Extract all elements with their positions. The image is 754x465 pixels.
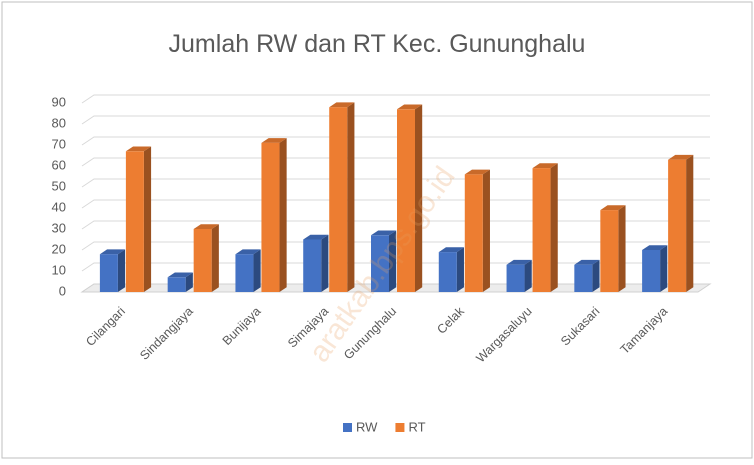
legend-label: RT [408, 419, 425, 434]
bar-side [117, 249, 126, 292]
legend-label: RW [356, 419, 378, 434]
bar-side [415, 104, 423, 292]
bar-top [464, 169, 490, 175]
bar-side [524, 259, 532, 292]
bar-side [185, 272, 193, 292]
grid-line [81, 94, 710, 104]
bar-top [193, 224, 219, 229]
bar-top [235, 249, 261, 255]
grid-line [81, 220, 710, 230]
bar [464, 174, 483, 292]
bar [532, 168, 551, 292]
bar [303, 239, 322, 292]
grid-line [81, 262, 710, 272]
y-tick-label: 10 [52, 262, 66, 277]
bar-top [532, 163, 558, 169]
bar [506, 264, 525, 292]
bar [193, 229, 212, 292]
y-tick-label: 0 [59, 283, 66, 298]
bar-side [686, 154, 694, 292]
y-tick-label: 30 [52, 220, 66, 235]
y-tick-label: 60 [52, 157, 66, 172]
legend-swatch [395, 423, 405, 432]
bar-side [321, 234, 329, 292]
bar-side [347, 102, 355, 293]
bar [574, 264, 593, 292]
y-tick-label: 90 [52, 94, 66, 109]
chart-title: Jumlah RW dan RT Kec. Gununghalu [169, 30, 586, 58]
grid-line [81, 241, 710, 251]
grid-line [81, 199, 710, 209]
bar [99, 254, 118, 292]
y-tick-label: 50 [52, 178, 66, 193]
bar [397, 109, 415, 292]
bar [329, 107, 348, 292]
bar-side [389, 230, 397, 292]
bar [261, 142, 280, 292]
bar-top [303, 234, 329, 240]
bar-top [329, 102, 355, 108]
y-tick-label: 80 [52, 115, 66, 130]
bar [668, 159, 687, 292]
legend-swatch [343, 423, 352, 432]
bar-side [211, 224, 219, 292]
bar-side [456, 247, 464, 292]
bar-side [279, 138, 287, 292]
bar-side [143, 146, 152, 292]
bar-top [574, 259, 600, 265]
grid-line [81, 136, 710, 146]
bar-top [600, 205, 626, 211]
bar-side [482, 169, 490, 292]
bar-top [438, 247, 464, 253]
bar-side [550, 163, 558, 292]
bar-side [618, 205, 626, 292]
grid-line [81, 178, 710, 188]
bar-top [371, 230, 397, 236]
grid-line [81, 115, 710, 125]
bar-top [506, 259, 532, 265]
bar [642, 250, 661, 292]
bar-side [253, 249, 261, 292]
bar-top [261, 138, 287, 143]
y-tick-label: 20 [52, 241, 66, 256]
bar [371, 235, 389, 292]
bar [167, 277, 186, 292]
bar-top [642, 245, 668, 250]
bar-top [99, 249, 126, 255]
grid-line [81, 157, 710, 167]
y-tick-label: 40 [52, 199, 66, 214]
y-tick-label: 70 [52, 136, 66, 151]
bar-side [592, 259, 600, 292]
bar [235, 254, 254, 292]
bar [438, 252, 457, 292]
bar [125, 151, 144, 292]
bar-top [125, 146, 152, 152]
bar [600, 210, 619, 292]
bar-top [167, 272, 193, 278]
bar-top [397, 104, 423, 110]
bar-top [668, 154, 694, 160]
bar-side [660, 245, 668, 292]
